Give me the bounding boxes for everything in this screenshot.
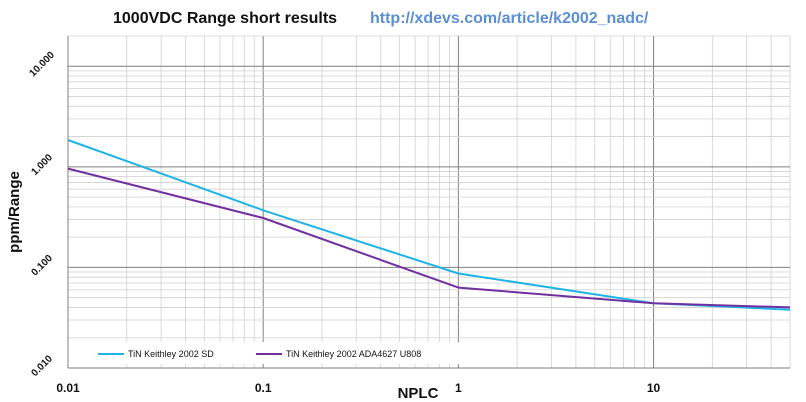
x-tick-label: 1 xyxy=(455,381,462,395)
x-tick-label: 10 xyxy=(647,381,661,395)
legend-entry-1: TiN Keithley 2002 SD xyxy=(128,349,214,359)
x-tick-label: 0.1 xyxy=(255,381,272,395)
grid xyxy=(67,35,791,369)
series-line-2 xyxy=(67,167,791,309)
y-axis-label: ppm/Range xyxy=(6,171,23,253)
chart-title: 1000VDC Range short results xyxy=(113,10,337,27)
legend-entry-2: TiN Keithley 2002 ADA4627 U808 xyxy=(286,349,421,359)
plot-area xyxy=(68,36,790,368)
legend: TiN Keithley 2002 SD TiN Keithley 2002 AD… xyxy=(72,342,462,364)
chart-url: http://xdevs.com/article/k2002_nadc/ xyxy=(370,10,649,27)
x-axis-label: NPLC xyxy=(398,385,439,402)
series-lines xyxy=(67,139,791,311)
x-tick-label: 0.01 xyxy=(56,381,80,395)
